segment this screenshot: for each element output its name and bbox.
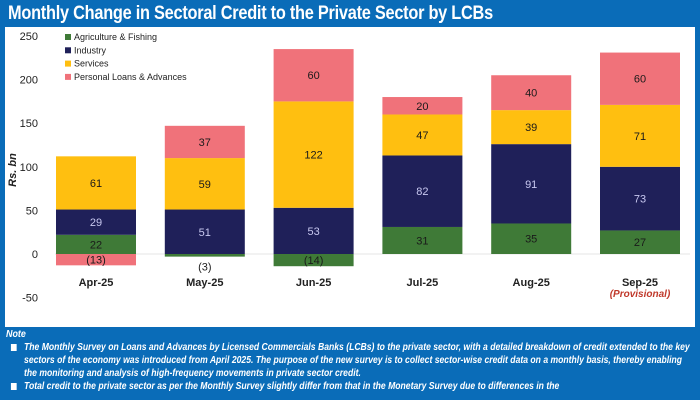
bar-segment: [56, 234, 136, 254]
bar-segment: [56, 254, 136, 266]
bar-segment: [273, 207, 354, 254]
data-label: 31: [416, 235, 428, 247]
bar-segment: [164, 254, 245, 257]
data-label: 22: [90, 239, 102, 251]
bar-segment: [491, 144, 572, 224]
data-label: 60: [307, 70, 319, 82]
legend-swatch: [65, 60, 71, 67]
note-item: Total credit to the private sector as pe…: [6, 380, 696, 393]
note-heading: Note: [6, 328, 26, 340]
legend-swatch: [65, 73, 71, 80]
x-tick-label: Jun-25: [296, 277, 331, 289]
data-label: 29: [90, 217, 102, 229]
data-label: (14): [304, 255, 324, 267]
bar-segment: [382, 155, 463, 227]
bar-segment: [164, 209, 245, 254]
legend-label: Agriculture & Fishing: [74, 32, 157, 42]
legend-swatch: [65, 47, 71, 54]
data-label: 39: [525, 122, 537, 134]
bar-segment: [382, 226, 463, 254]
y-tick-label: 100: [20, 162, 38, 174]
bar-segment: [600, 230, 680, 254]
bar-segment: [600, 104, 680, 167]
bar-segment: [491, 223, 572, 254]
bar-segment: [56, 209, 136, 235]
data-label: 40: [525, 88, 537, 100]
data-label: 35: [525, 234, 537, 246]
bar-segment: [273, 49, 354, 102]
data-label: 60: [634, 74, 646, 86]
legend-label: Services: [74, 59, 109, 69]
bullet-icon: [10, 383, 17, 390]
note-item: The Monthly Survey on Loans and Advances…: [6, 341, 696, 380]
y-tick-label: 250: [20, 31, 38, 43]
data-label: 37: [199, 137, 211, 149]
data-label: 27: [634, 237, 646, 249]
bar-segment: [600, 166, 680, 231]
x-tick-label: Sep-25: [622, 277, 658, 289]
data-label: 91: [525, 179, 537, 191]
data-label: 53: [307, 226, 319, 238]
data-label: 71: [634, 131, 646, 143]
y-tick-label: -50: [22, 293, 38, 305]
legend-swatch: [65, 34, 71, 40]
y-tick-label: 50: [26, 205, 38, 217]
data-label: 122: [304, 150, 322, 162]
legend-label: Industry: [74, 45, 107, 55]
bar-segment: [164, 125, 245, 159]
bar-segment: [56, 156, 136, 210]
stacked-bar-chart: -50 0 50 100 150 200 250 Rs. bn 22 29 61 (13) Apr-25…: [7, 31, 690, 305]
data-label: 73: [634, 194, 646, 206]
y-tick-label: 0: [32, 249, 38, 261]
bar-segment: [491, 110, 572, 145]
chart-title: Monthly Change in Sectoral Credit to the…: [8, 3, 493, 24]
x-tick-label: May-25: [186, 277, 223, 289]
bar-segment: [382, 97, 463, 115]
data-label: 59: [199, 179, 211, 191]
bar-segment: [273, 254, 354, 267]
y-tick-label: 150: [20, 118, 38, 130]
data-label: (3): [198, 262, 211, 274]
bar-segment: [382, 114, 463, 156]
provisional-note: (Provisional): [610, 289, 671, 300]
data-label: 20: [416, 101, 428, 113]
bar-segment: [600, 52, 680, 105]
legend-label: Personal Loans & Advances: [74, 72, 187, 82]
bar-segment: [273, 101, 354, 208]
x-tick-label: Aug-25: [513, 277, 550, 289]
x-tick-label: Jul-25: [407, 277, 439, 289]
data-label: 47: [416, 130, 428, 142]
data-label: 61: [90, 178, 102, 190]
x-tick-label: Apr-25: [79, 277, 114, 289]
y-tick-label: 200: [20, 75, 38, 87]
y-axis-label: Rs. bn: [7, 153, 19, 187]
bar-segment: [164, 158, 245, 210]
data-label: 51: [199, 227, 211, 239]
bullet-icon: [10, 344, 17, 351]
note-section: Note The Monthly Survey on Loans and Adv…: [6, 328, 696, 393]
bar-segment: [491, 75, 572, 111]
data-label: (13): [86, 255, 106, 267]
data-label: 82: [416, 186, 428, 198]
